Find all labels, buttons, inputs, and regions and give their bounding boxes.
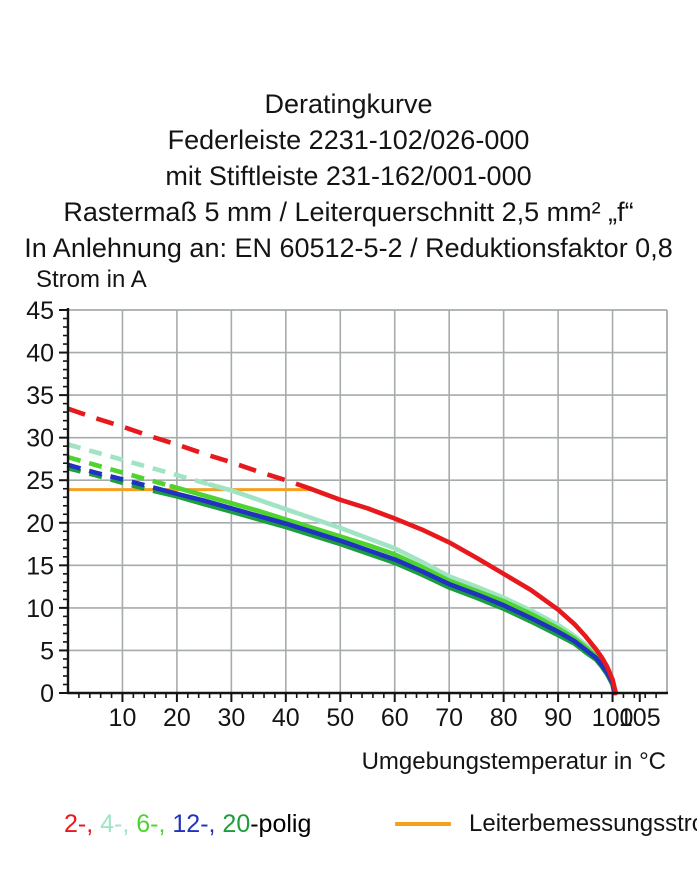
y-axis-title: Strom in A <box>36 266 147 293</box>
y-tick-label: 20 <box>26 510 54 538</box>
x-tick-label: 105 <box>619 704 661 732</box>
title-line-1: Deratingkurve <box>264 89 433 119</box>
y-tick-label: 35 <box>26 382 54 410</box>
x-tick-label: 50 <box>326 704 354 732</box>
title-line-3: mit Stiftleiste 231-162/001-000 <box>165 161 532 191</box>
y-tick-label: 0 <box>40 680 54 708</box>
y-tick-label: 40 <box>26 340 54 368</box>
legend-series-segment: 4-, <box>93 810 130 838</box>
title-line-4: Rastermaß 5 mm / Leiterquerschnitt 2,5 m… <box>63 197 634 227</box>
legend-series-segment: 2-, <box>64 810 94 838</box>
legend-series-segment: 6-, <box>129 810 166 838</box>
x-tick-label: 40 <box>272 704 300 732</box>
y-tick-label: 45 <box>26 297 54 325</box>
y-tick-label: 15 <box>26 552 54 580</box>
curve-20-polig-dashed <box>67 466 156 494</box>
y-tick-label: 10 <box>26 595 54 623</box>
title-line-2: Federleiste 2231-102/026-000 <box>167 125 530 155</box>
x-tick-label: 60 <box>381 704 409 732</box>
y-tick-label: 25 <box>26 467 54 495</box>
x-tick-label: 10 <box>109 704 137 732</box>
x-tick-label: 70 <box>435 704 463 732</box>
curve-20-polig <box>152 489 617 696</box>
legend-series-segment: -polig <box>250 810 312 838</box>
x-tick-label: 20 <box>163 704 191 732</box>
x-tick-label: 80 <box>490 704 518 732</box>
curve-12-polig <box>155 486 617 696</box>
x-axis-title: Umgebungstemperatur in °C <box>361 748 666 775</box>
chart-title-block: Deratingkurve Federleiste 2231-102/026-0… <box>0 86 697 266</box>
legend-series-segment: 12-, <box>165 810 216 838</box>
title-line-5: In Anlehnung an: EN 60512-5-2 / Reduktio… <box>24 233 673 263</box>
y-tick-label: 5 <box>40 637 54 665</box>
x-tick-label: 90 <box>544 704 572 732</box>
x-tick-label: 100 <box>592 704 634 732</box>
reference-line-label: Leiterbemessungsstrom <box>469 810 697 837</box>
x-tick-label: 30 <box>217 704 245 732</box>
y-tick-label: 30 <box>26 425 54 453</box>
legend-series-segment: 20 <box>215 810 251 838</box>
curve-12-polig-dashed <box>67 462 159 491</box>
curve-4-polig-dashed <box>67 442 211 487</box>
curve-6-polig-dashed <box>67 454 173 489</box>
reference-line-swatch <box>395 822 451 826</box>
reference-line-legend: Leiterbemessungsstrom <box>395 810 697 838</box>
curve-2-polig-dashed <box>67 406 312 491</box>
pole-count-legend: 2-, 4-, 6-, 12-, 20-polig <box>64 810 311 839</box>
curve-2-polig <box>308 486 619 696</box>
